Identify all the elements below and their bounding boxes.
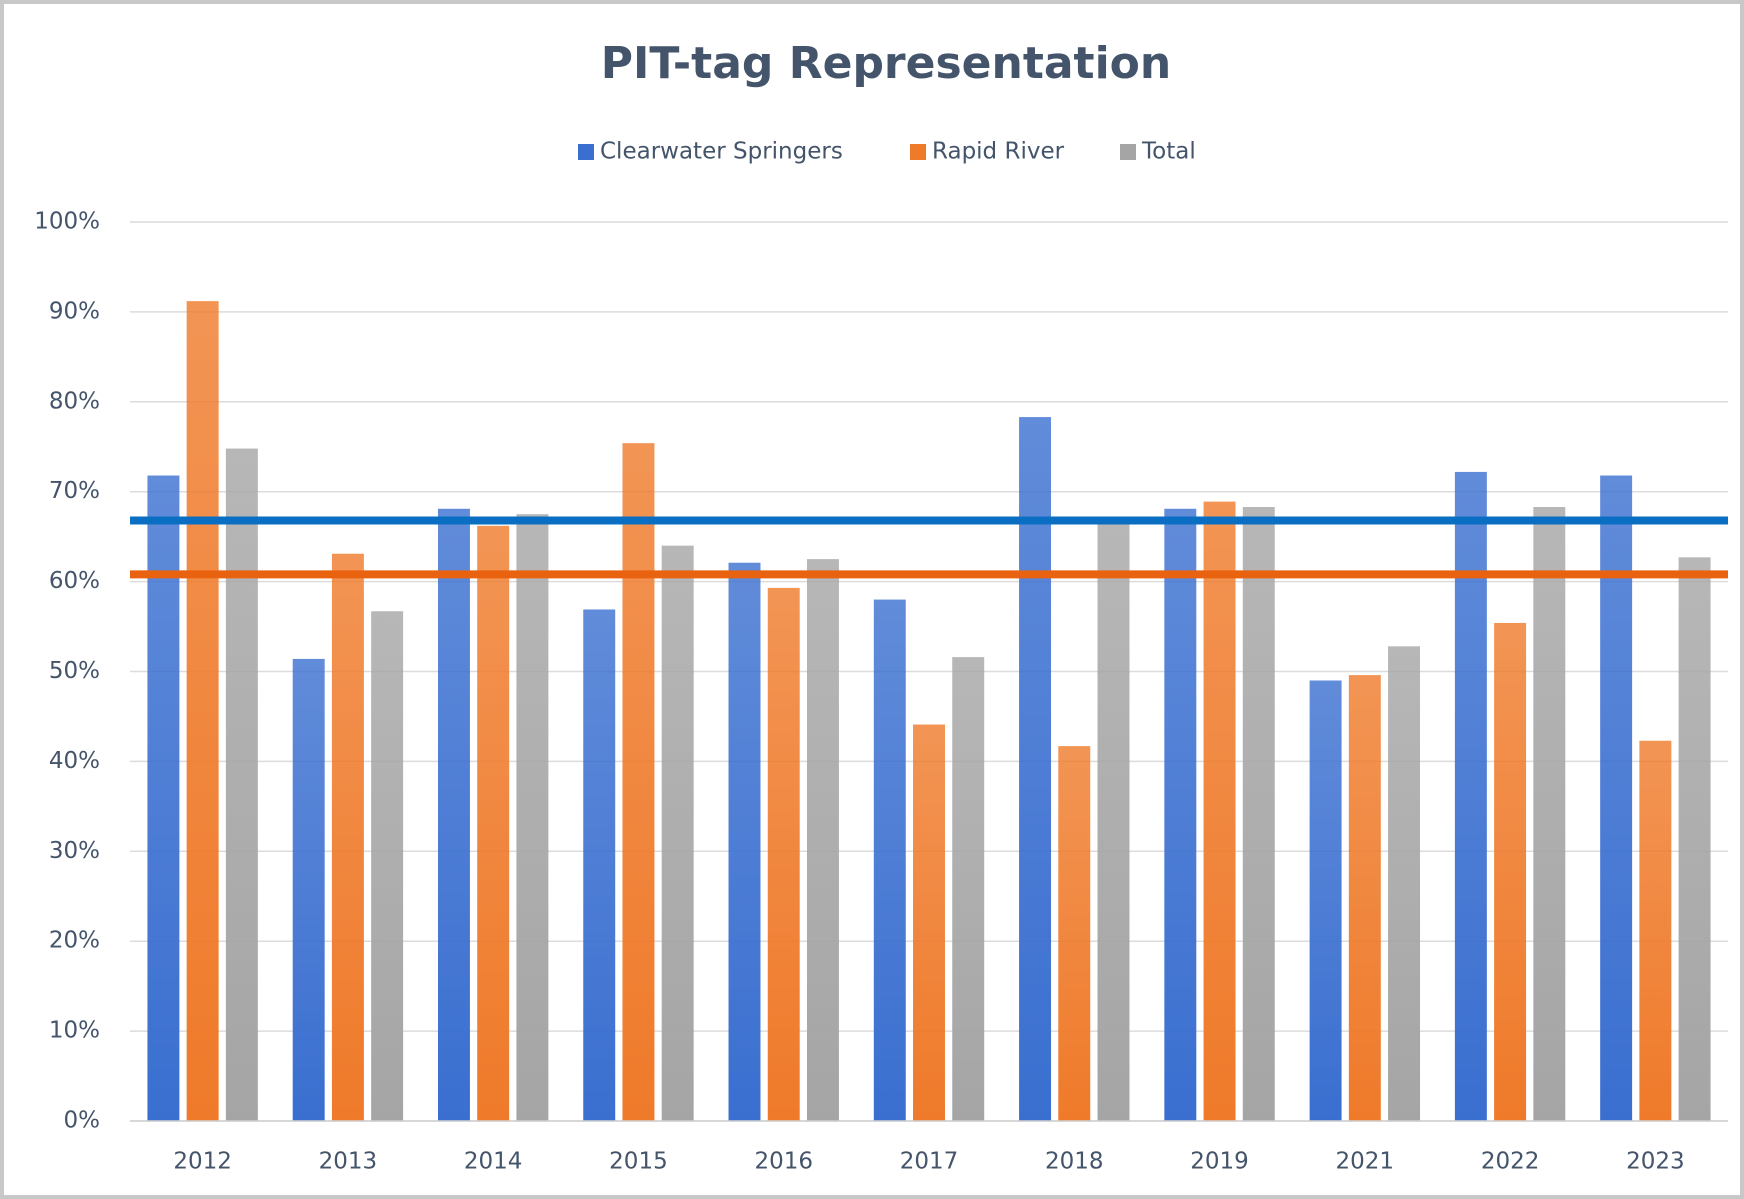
bar: [1678, 557, 1711, 1121]
bar: [1309, 680, 1342, 1121]
bar: [1494, 622, 1527, 1121]
bar: [371, 611, 404, 1121]
bar: [147, 475, 180, 1121]
bar: [1019, 417, 1052, 1121]
bar: [1097, 522, 1130, 1121]
x-tick-label: 2014: [464, 1149, 523, 1175]
y-tick-label: 60%: [49, 568, 100, 594]
y-tick-label: 10%: [49, 1018, 100, 1044]
y-tick-label: 70%: [49, 478, 100, 504]
legend-label: Total: [1141, 139, 1196, 165]
bar: [1348, 675, 1381, 1121]
bar: [331, 553, 364, 1121]
x-tick-label: 2022: [1481, 1149, 1540, 1175]
x-tick-label: 2015: [609, 1149, 668, 1175]
bar: [1388, 646, 1421, 1121]
bar: [728, 562, 761, 1121]
x-tick-label: 2013: [319, 1149, 378, 1175]
bar: [767, 587, 800, 1121]
bar: [622, 443, 655, 1121]
x-tick-label: 2018: [1045, 1149, 1104, 1175]
x-tick-label: 2012: [173, 1149, 232, 1175]
bar: [437, 508, 470, 1121]
legend-swatch: [1120, 144, 1136, 160]
bar: [477, 525, 510, 1121]
y-tick-label: 90%: [49, 298, 100, 324]
bar: [873, 599, 906, 1121]
y-tick-label: 80%: [49, 388, 100, 414]
x-tick-label: 2016: [754, 1149, 813, 1175]
y-tick-label: 30%: [49, 838, 100, 864]
legend-swatch: [578, 144, 594, 160]
bar: [1600, 475, 1633, 1121]
y-tick-label: 50%: [49, 658, 100, 684]
bar: [661, 545, 694, 1121]
y-tick-label: 40%: [49, 748, 100, 774]
bar: [952, 657, 985, 1121]
bar: [1203, 501, 1236, 1121]
bar: [1639, 740, 1672, 1121]
bar: [1164, 508, 1197, 1121]
bar: [583, 609, 616, 1121]
bar: [913, 724, 945, 1121]
x-tick-label: 2023: [1626, 1149, 1685, 1175]
legend-label: Clearwater Springers: [600, 139, 843, 165]
chart-title: PIT-tag Representation: [601, 38, 1171, 89]
x-tick-label: 2019: [1190, 1149, 1249, 1175]
bar: [1058, 746, 1091, 1121]
x-tick-label: 2017: [900, 1149, 959, 1175]
bar: [225, 448, 258, 1122]
y-tick-label: 0%: [64, 1108, 101, 1134]
x-tick-label: 2021: [1336, 1149, 1395, 1175]
legend-swatch: [910, 144, 926, 160]
bar: [292, 658, 325, 1121]
bar: [1533, 506, 1566, 1121]
legend-label: Rapid River: [932, 139, 1065, 165]
bar: [186, 301, 219, 1121]
bar: [1454, 471, 1487, 1121]
bar: [516, 514, 549, 1121]
bar: [1242, 506, 1275, 1121]
y-tick-label: 100%: [34, 209, 100, 235]
y-tick-label: 20%: [49, 928, 100, 954]
bar: [806, 559, 839, 1121]
